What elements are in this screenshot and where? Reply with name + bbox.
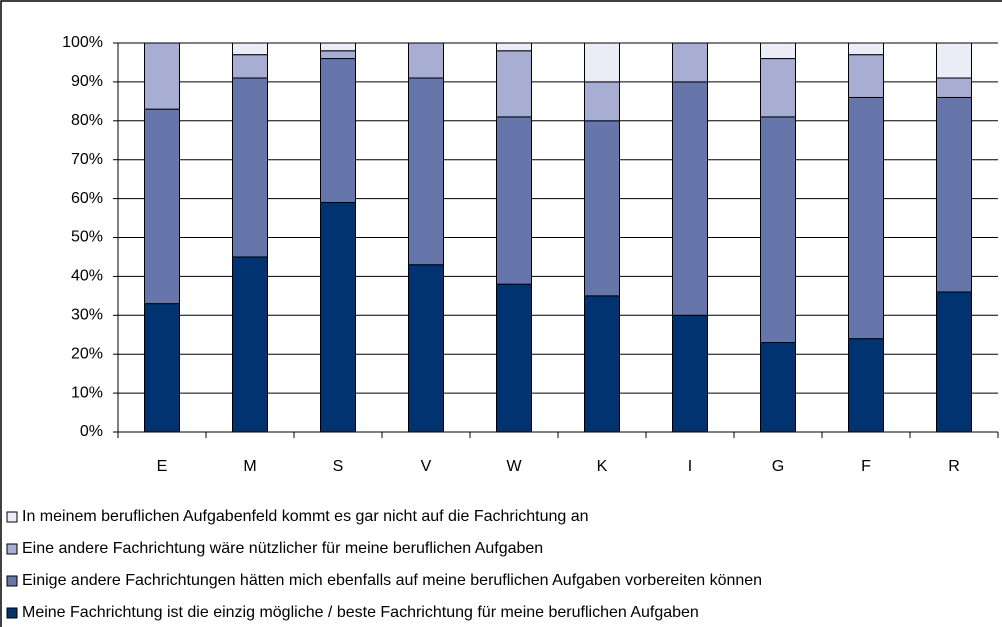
- x-tick-label: G: [772, 458, 784, 475]
- bar-segment: [584, 42, 620, 83]
- bar-segment: [408, 77, 444, 266]
- bar-segment: [936, 42, 972, 79]
- bar-segment: [936, 96, 972, 293]
- bar-segment: [408, 264, 444, 433]
- bar-segment: [144, 303, 180, 433]
- legend-label: In meinem beruflichen Aufgabenfeld kommt…: [22, 508, 589, 525]
- legend-swatch: [6, 511, 18, 523]
- x-tick-label: I: [688, 458, 692, 475]
- bar-segment: [232, 54, 268, 79]
- bar-segment: [936, 77, 972, 98]
- y-tick-label: 30%: [71, 307, 103, 324]
- bar-segment: [848, 54, 884, 98]
- x-tick-label: K: [597, 458, 608, 475]
- y-tick-label: 50%: [71, 229, 103, 246]
- x-tick-label: S: [333, 458, 344, 475]
- bar-segment: [584, 120, 620, 297]
- y-tick-label: 90%: [71, 73, 103, 90]
- x-tick-label: F: [861, 458, 871, 475]
- bar-segment: [584, 295, 620, 433]
- x-tick-label: E: [157, 458, 168, 475]
- bar-segment: [496, 50, 532, 118]
- bar-segment: [232, 256, 268, 433]
- bar-segment: [144, 108, 180, 305]
- x-tick-label: V: [421, 458, 432, 475]
- bar-segment: [848, 42, 884, 56]
- bar-segment: [144, 42, 180, 110]
- x-tick-label: R: [948, 458, 960, 475]
- x-tick-label: W: [506, 458, 522, 475]
- bar-segment: [496, 42, 532, 52]
- legend-label: Eine andere Fachrichtung wäre nützlicher…: [22, 540, 543, 557]
- bar-segment: [760, 342, 796, 433]
- bar-segment: [848, 96, 884, 340]
- bar-segment: [760, 58, 796, 118]
- y-tick-label: 80%: [71, 112, 103, 129]
- bar-segment: [232, 42, 268, 56]
- bar-segment: [320, 58, 356, 203]
- y-tick-label: 100%: [62, 34, 103, 51]
- y-tick-label: 20%: [71, 345, 103, 362]
- y-tick-label: 60%: [71, 190, 103, 207]
- bar-segment: [672, 81, 708, 316]
- bar-segment: [672, 42, 708, 83]
- bar-segment: [408, 42, 444, 79]
- bar-segment: [848, 338, 884, 433]
- legend-swatch: [6, 543, 18, 555]
- bar-segment: [496, 283, 532, 433]
- bar-segment: [936, 291, 972, 433]
- x-tick-label: M: [243, 458, 256, 475]
- bar-segment: [760, 42, 796, 60]
- y-tick-label: 10%: [71, 384, 103, 401]
- bar-segment: [760, 116, 796, 344]
- bar-segment: [320, 42, 356, 52]
- legend-swatch: [6, 607, 18, 619]
- legend-label: Einige andere Fachrichtungen hätten mich…: [22, 572, 762, 589]
- bar-segment: [320, 201, 356, 433]
- bar-segment: [496, 116, 532, 285]
- legend-label: Meine Fachrichtung ist die einzig möglic…: [22, 604, 699, 621]
- bar-segment: [232, 77, 268, 258]
- y-tick-label: 70%: [71, 151, 103, 168]
- bar-segment: [320, 50, 356, 60]
- legend-swatch: [6, 575, 18, 587]
- bar-segment: [672, 314, 708, 433]
- y-tick-label: 0%: [80, 423, 103, 440]
- bar-segment: [584, 81, 620, 122]
- y-tick-label: 40%: [71, 268, 103, 285]
